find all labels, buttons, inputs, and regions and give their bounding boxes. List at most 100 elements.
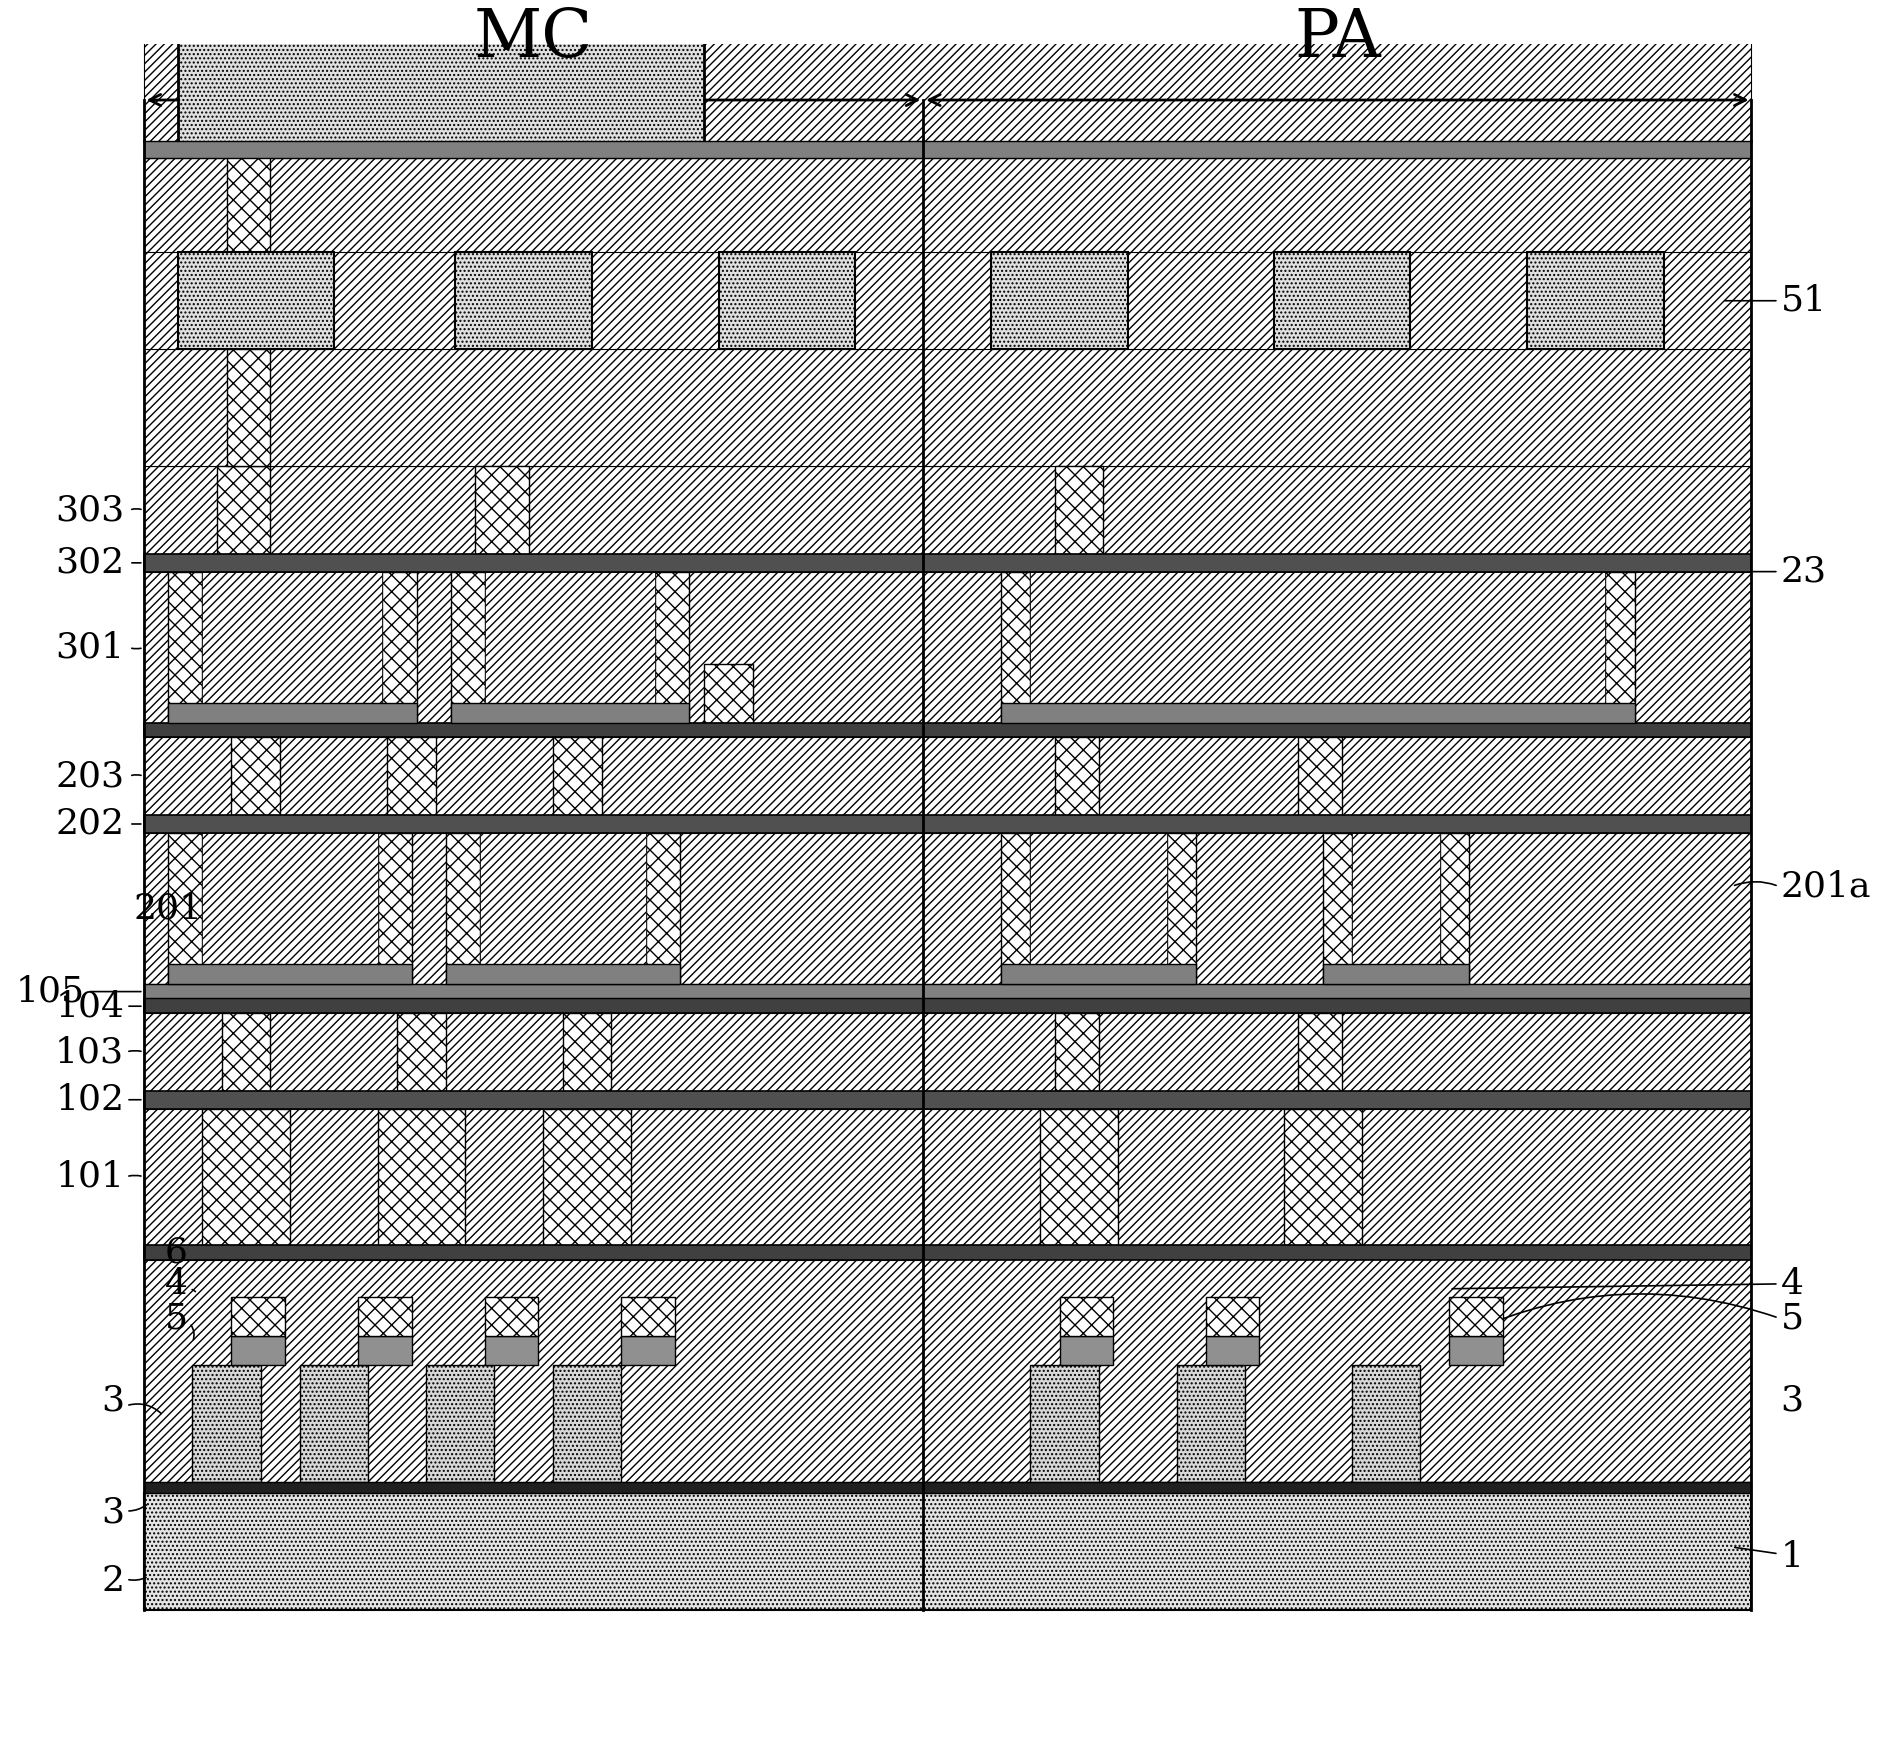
Text: 4: 4 bbox=[164, 1266, 188, 1301]
Bar bbox=[143, 832, 1752, 983]
Bar bbox=[1000, 703, 1635, 723]
Bar bbox=[475, 467, 529, 554]
Bar bbox=[1059, 1336, 1113, 1365]
Bar bbox=[484, 571, 656, 703]
Bar bbox=[377, 832, 411, 983]
Bar bbox=[358, 1296, 411, 1336]
Text: 51: 51 bbox=[1780, 283, 1827, 318]
Bar bbox=[143, 1259, 923, 1482]
Bar bbox=[1298, 1013, 1341, 1091]
Bar bbox=[377, 1108, 465, 1245]
Text: 5: 5 bbox=[164, 1301, 188, 1336]
Bar bbox=[382, 571, 416, 723]
Bar bbox=[177, 28, 705, 155]
Bar bbox=[143, 349, 1752, 467]
Text: 102: 102 bbox=[55, 1082, 124, 1117]
Bar bbox=[143, 1482, 1752, 1494]
Bar bbox=[143, 467, 1752, 554]
Bar bbox=[1323, 832, 1353, 983]
Bar bbox=[1449, 1336, 1503, 1365]
Bar bbox=[398, 1013, 447, 1091]
Bar bbox=[1166, 832, 1196, 983]
Bar bbox=[480, 832, 646, 964]
Bar bbox=[563, 1013, 612, 1091]
Bar bbox=[143, 736, 1752, 815]
Bar bbox=[168, 832, 202, 983]
Bar bbox=[1274, 252, 1411, 349]
Bar bbox=[1206, 1336, 1259, 1365]
Bar bbox=[143, 571, 1752, 723]
Bar bbox=[552, 1365, 622, 1482]
Bar bbox=[1031, 571, 1605, 703]
Text: MC: MC bbox=[473, 5, 593, 71]
Bar bbox=[1298, 736, 1341, 815]
Bar bbox=[143, 158, 1752, 1482]
Bar bbox=[1055, 1013, 1098, 1091]
Bar bbox=[656, 571, 690, 723]
Bar bbox=[232, 736, 281, 815]
Bar bbox=[232, 1296, 284, 1336]
Bar bbox=[168, 703, 416, 723]
Text: PA: PA bbox=[1294, 5, 1381, 71]
Bar bbox=[1040, 1108, 1117, 1245]
Bar bbox=[226, 349, 271, 467]
Bar bbox=[168, 964, 411, 983]
Bar bbox=[450, 571, 484, 723]
Bar bbox=[1528, 252, 1664, 349]
Bar bbox=[202, 1108, 290, 1245]
Bar bbox=[447, 964, 680, 983]
Bar bbox=[168, 571, 202, 723]
Text: 3: 3 bbox=[102, 1384, 124, 1417]
Bar bbox=[622, 1296, 674, 1336]
Bar bbox=[1176, 1365, 1245, 1482]
Bar bbox=[143, 815, 1752, 832]
Text: 5: 5 bbox=[1780, 1301, 1803, 1336]
Text: 4: 4 bbox=[1780, 1266, 1803, 1301]
Bar bbox=[143, 999, 1752, 1013]
Text: 6: 6 bbox=[164, 1235, 188, 1270]
Bar bbox=[1059, 1296, 1113, 1336]
Bar bbox=[143, 1091, 1752, 1108]
Text: 101: 101 bbox=[55, 1160, 124, 1193]
Bar bbox=[1000, 832, 1031, 983]
Text: 103: 103 bbox=[55, 1035, 124, 1068]
Bar bbox=[718, 252, 855, 349]
Bar bbox=[622, 1336, 674, 1365]
Bar bbox=[202, 571, 382, 703]
Bar bbox=[202, 832, 377, 964]
Bar bbox=[450, 703, 690, 723]
Text: 105: 105 bbox=[17, 974, 85, 1009]
Text: 201: 201 bbox=[134, 891, 202, 926]
Text: 303: 303 bbox=[55, 493, 124, 528]
Text: 202: 202 bbox=[55, 808, 124, 841]
Bar bbox=[232, 1336, 284, 1365]
Text: 301: 301 bbox=[55, 631, 124, 665]
Bar bbox=[143, 28, 1752, 158]
Bar bbox=[705, 664, 754, 723]
Bar bbox=[192, 1365, 260, 1482]
Bar bbox=[1283, 1108, 1362, 1245]
Bar bbox=[456, 252, 592, 349]
Bar bbox=[1031, 832, 1166, 964]
Text: 3: 3 bbox=[102, 1496, 124, 1530]
Bar bbox=[300, 1365, 367, 1482]
Bar bbox=[143, 1013, 1752, 1091]
Bar bbox=[143, 554, 1752, 571]
Bar bbox=[646, 832, 680, 983]
Bar bbox=[1605, 571, 1635, 723]
Bar bbox=[484, 1336, 539, 1365]
Bar bbox=[143, 1494, 1752, 1610]
Bar bbox=[1449, 1296, 1503, 1336]
Text: 3: 3 bbox=[1780, 1384, 1803, 1417]
Bar bbox=[1439, 832, 1470, 983]
Bar bbox=[1031, 1365, 1098, 1482]
Bar bbox=[217, 467, 271, 554]
Bar bbox=[552, 736, 601, 815]
Bar bbox=[1000, 964, 1196, 983]
Bar bbox=[1055, 736, 1098, 815]
Bar bbox=[143, 1108, 1752, 1245]
Text: 104: 104 bbox=[55, 988, 124, 1023]
Bar bbox=[426, 1365, 494, 1482]
Text: 302: 302 bbox=[55, 545, 124, 580]
Bar bbox=[1206, 1296, 1259, 1336]
